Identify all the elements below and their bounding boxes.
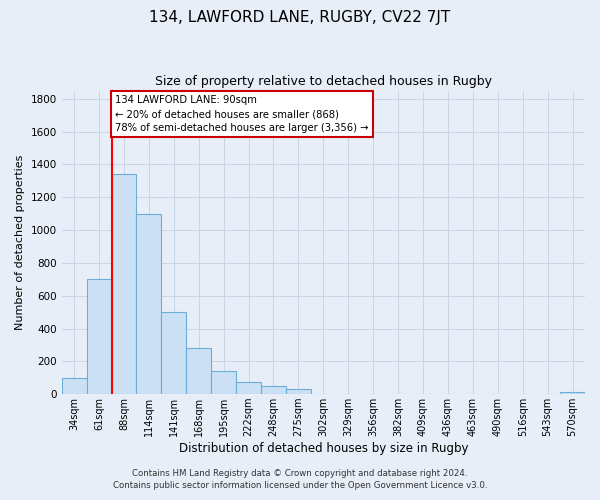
Bar [161,312,186,394]
Bar [560,392,585,394]
Bar [236,382,261,394]
Bar [86,280,112,394]
Bar [112,174,136,394]
Bar [136,214,161,394]
Title: Size of property relative to detached houses in Rugby: Size of property relative to detached ho… [155,75,492,88]
Bar [186,348,211,394]
Bar [211,371,236,394]
X-axis label: Distribution of detached houses by size in Rugby: Distribution of detached houses by size … [179,442,468,455]
Bar [286,389,311,394]
Y-axis label: Number of detached properties: Number of detached properties [15,154,25,330]
Text: 134 LAWFORD LANE: 90sqm
← 20% of detached houses are smaller (868)
78% of semi-d: 134 LAWFORD LANE: 90sqm ← 20% of detache… [115,96,369,134]
Bar [62,378,86,394]
Text: Contains HM Land Registry data © Crown copyright and database right 2024.
Contai: Contains HM Land Registry data © Crown c… [113,468,487,490]
Bar [261,386,286,394]
Text: 134, LAWFORD LANE, RUGBY, CV22 7JT: 134, LAWFORD LANE, RUGBY, CV22 7JT [149,10,451,25]
